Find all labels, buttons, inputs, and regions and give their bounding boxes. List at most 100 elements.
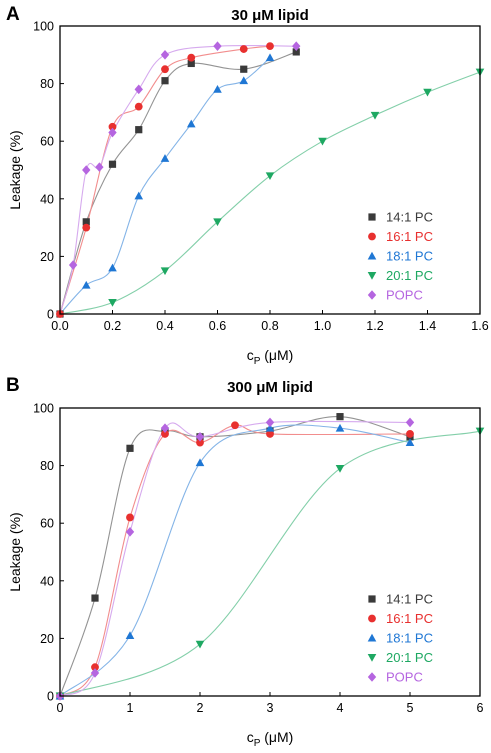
data-point-popc xyxy=(195,432,205,442)
data-point-14-1-pc xyxy=(292,48,300,56)
data-point-20-1-pc xyxy=(108,299,117,307)
data-point-16-1-pc xyxy=(231,421,239,430)
y-tick-label: 40 xyxy=(40,574,54,588)
data-point-14-1-pc xyxy=(161,77,169,85)
legend-label-16-1-pc: 16:1 PC xyxy=(386,611,433,626)
data-point-16-1-pc xyxy=(266,430,274,438)
data-point-popc xyxy=(160,50,170,60)
data-point-16-1-pc xyxy=(239,45,248,53)
x-tick-label: 3 xyxy=(267,701,274,715)
data-point-16-1-pc xyxy=(108,122,117,131)
data-point-16-1-pc xyxy=(266,42,274,51)
x-tick-label: 1 xyxy=(127,701,134,715)
fit-curve-popc xyxy=(59,420,411,697)
data-point-16-1-pc xyxy=(91,663,99,672)
x-axis-ticks: 0 1 2 3 4 5 6 xyxy=(57,692,484,715)
y-tick-label: 20 xyxy=(40,632,54,646)
legend: 14:1 PC 16:1 PC 18:1 PC 20:1 PC POPC xyxy=(367,210,433,303)
data-point-18-1-pc xyxy=(405,438,415,446)
data-point-popc xyxy=(265,417,275,428)
data-point-popc xyxy=(68,260,78,270)
x-tick-label: 2 xyxy=(197,701,204,715)
x-tick-label: 5 xyxy=(407,701,414,715)
legend-label-14-1-pc: 14:1 PC xyxy=(386,592,433,607)
data-point-14-1-pc xyxy=(91,594,99,602)
y-tick-label: 0 xyxy=(47,308,54,322)
data-point-20-1-pc xyxy=(195,640,205,649)
fit-curve-14-1-pc xyxy=(59,416,411,697)
y-tick-label: 0 xyxy=(47,690,54,704)
legend-marker-18-1-pc xyxy=(367,633,377,642)
legend-label-18-1-pc: 18:1 PC xyxy=(386,249,433,264)
chart-title: 300 μM lipid xyxy=(227,379,313,396)
legend-marker-popc xyxy=(367,672,377,682)
data-point-16-1-pc xyxy=(187,53,196,62)
panel-letter: B xyxy=(6,375,20,396)
x-tick-label: 0.8 xyxy=(261,319,278,333)
data-point-20-1-pc xyxy=(335,465,345,473)
data-point-20-1-pc xyxy=(265,172,275,181)
y-tick-label: 20 xyxy=(40,250,54,264)
x-tick-label: 0.0 xyxy=(51,319,68,333)
panel-b: B 300 μM lipid 0 1 2 3 4 5 6 0 20 40 60 80 100 cP (… xyxy=(6,375,485,749)
data-point-18-1-pc xyxy=(213,85,222,93)
x-tick-label: 1.4 xyxy=(419,319,436,333)
data-point-18-1-pc xyxy=(125,631,135,639)
legend-label-20-1-pc: 20:1 PC xyxy=(386,650,433,665)
x-tick-label: 0.2 xyxy=(104,319,121,333)
data-point-14-1-pc xyxy=(135,126,143,134)
data-point-16-1-pc xyxy=(134,102,143,111)
fit-curve-18-1-pc xyxy=(59,424,411,697)
data-point-popc xyxy=(292,41,301,51)
data-point-14-1-pc xyxy=(240,65,248,73)
data-point-popc xyxy=(90,668,100,678)
data-point-18-1-pc xyxy=(134,191,144,200)
data-point-14-1-pc xyxy=(187,59,195,68)
data-point-18-1-pc xyxy=(265,423,275,432)
data-points xyxy=(55,413,485,701)
data-point-18-1-pc xyxy=(195,458,205,467)
data-point-16-1-pc xyxy=(161,65,169,74)
y-axis-label: Leakage (%) xyxy=(7,130,23,209)
data-point-18-1-pc xyxy=(186,119,196,128)
legend-marker-20-1-pc xyxy=(367,272,377,280)
x-axis-ticks: 0.0 0.2 0.4 0.6 0.8 1.0 1.2 1.4 1.6 xyxy=(51,310,489,333)
data-point-popc xyxy=(95,162,104,172)
x-tick-label: 0.6 xyxy=(209,319,226,333)
legend-label-14-1-pc: 14:1 PC xyxy=(386,210,433,225)
data-point-16-1-pc xyxy=(196,438,204,447)
legend-marker-popc xyxy=(367,290,377,300)
x-tick-label: 4 xyxy=(337,701,344,715)
data-point-18-1-pc xyxy=(335,423,345,432)
y-tick-label: 100 xyxy=(33,20,54,34)
data-point-popc xyxy=(108,127,117,138)
data-point-14-1-pc xyxy=(82,218,90,226)
data-point-popc xyxy=(213,41,222,51)
x-axis-label: cP (μM) xyxy=(247,729,294,749)
data-point-16-1-pc xyxy=(161,430,169,438)
chart-title: 30 μM lipid xyxy=(231,7,309,24)
y-tick-label: 60 xyxy=(40,135,54,149)
x-tick-label: 1.6 xyxy=(471,319,488,333)
fit-curve-18-1-pc xyxy=(59,57,271,315)
data-point-popc xyxy=(125,527,135,537)
data-point-18-1-pc xyxy=(81,280,91,289)
data-point-20-1-pc xyxy=(423,88,432,97)
data-point-20-1-pc xyxy=(318,137,327,146)
data-point-18-1-pc xyxy=(160,154,170,162)
legend-marker-20-1-pc xyxy=(367,654,377,662)
data-point-20-1-pc xyxy=(160,267,170,276)
x-tick-label: 0.4 xyxy=(156,319,173,333)
legend-label-16-1-pc: 16:1 PC xyxy=(386,229,433,244)
legend-marker-16-1-pc xyxy=(368,614,376,623)
x-tick-label: 6 xyxy=(477,701,484,715)
panel-a: A 30 μM lipid 0.0 0.2 0.4 0.6 0.8 1.0 1.2 1.4 1.… xyxy=(6,4,489,367)
y-axis-label: Leakage (%) xyxy=(7,512,23,591)
data-point-14-1-pc xyxy=(336,413,344,421)
x-tick-label: 0 xyxy=(57,701,64,715)
legend-label-20-1-pc: 20:1 PC xyxy=(386,268,433,283)
legend-label-18-1-pc: 18:1 PC xyxy=(386,631,433,646)
data-point-popc xyxy=(134,84,143,95)
legend-marker-14-1-pc xyxy=(368,595,376,603)
